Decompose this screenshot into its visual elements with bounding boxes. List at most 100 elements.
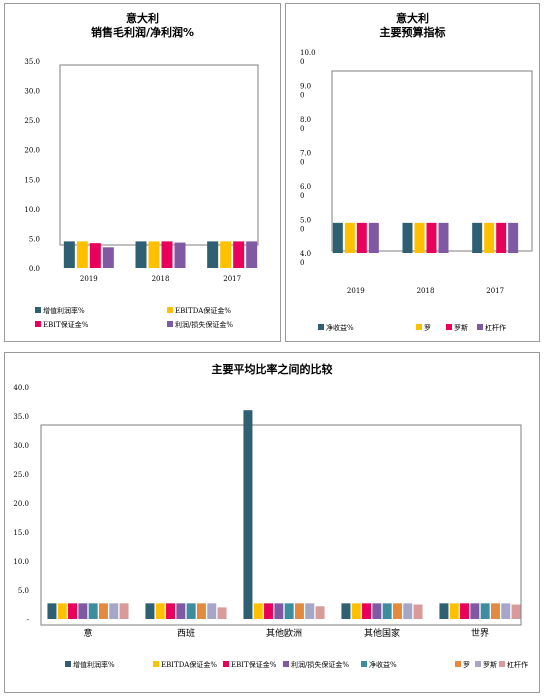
y-tick-label: 5.0 xyxy=(300,217,311,225)
bar xyxy=(414,222,425,253)
bar xyxy=(264,603,274,619)
legend-label: 杠杆作 xyxy=(485,323,506,332)
chart-title-line-2: 主要预算指标 xyxy=(379,26,446,39)
bar xyxy=(439,603,449,619)
bar xyxy=(253,603,263,619)
y-tick-label: 4.0 xyxy=(300,250,311,258)
legend-swatch xyxy=(499,661,505,667)
bar xyxy=(496,222,507,253)
legend-swatch xyxy=(475,661,481,667)
legend-label: 杠杆作 xyxy=(507,660,528,669)
legend-label: EBIT保证金% xyxy=(43,320,89,329)
legend-label: 利润/损失保证金% xyxy=(291,660,349,669)
y-tick-label: 10.0 xyxy=(300,49,316,57)
legend-swatch xyxy=(65,661,71,667)
legend-label: EBITDA保证金% xyxy=(175,306,231,315)
x-tick-label: 世界 xyxy=(471,627,489,639)
y-tick-label: 25.0 xyxy=(24,117,40,125)
legend-label: 净收益% xyxy=(326,323,354,332)
legend-label: EBITDA保证金% xyxy=(161,660,217,669)
bar xyxy=(351,603,361,619)
x-tick-label: 2018 xyxy=(417,287,435,295)
bar xyxy=(76,241,88,268)
plot-area xyxy=(59,64,259,246)
y-tick-label: 0.0 xyxy=(29,265,40,273)
y-tick-label: 30.0 xyxy=(13,442,29,450)
y-tick-label: 15.0 xyxy=(13,529,29,537)
bar xyxy=(501,603,511,619)
legend-label: 增值利润率% xyxy=(43,306,85,315)
comparison-chart-svg: - 5.0 10.0 15.0 20.0 25.0 30.0 35.0 40.0 意 西班 其他欧洲 其… xyxy=(13,384,528,669)
bar xyxy=(63,241,75,268)
legend-swatch xyxy=(35,321,41,327)
bar xyxy=(480,603,490,619)
x-tick-label: 其他欧洲 xyxy=(266,627,302,639)
bar xyxy=(356,222,367,253)
bar xyxy=(220,241,232,268)
legend-swatch xyxy=(153,661,159,667)
bar xyxy=(233,241,245,268)
y-tick-label: - xyxy=(27,616,30,624)
bar xyxy=(490,603,500,619)
y-tick-label: 5.0 xyxy=(29,235,40,243)
bar xyxy=(148,241,160,268)
legend-label: 罗斯 xyxy=(454,323,468,332)
bar xyxy=(274,603,284,619)
bar xyxy=(472,222,483,253)
bar xyxy=(78,603,88,619)
legend-swatch xyxy=(283,661,289,667)
bar xyxy=(243,410,253,619)
legend-swatch xyxy=(223,661,229,667)
chart-panel-budget: 意大利 主要预算指标 4.0 0 5.0 0 6.0 0 7.0 0 8.0 0 9.0 0 10.0 0… xyxy=(285,3,540,342)
y-tick-label: 35.0 xyxy=(13,413,29,421)
x-tick-label: 意 xyxy=(83,627,92,639)
bar xyxy=(57,603,67,619)
bar xyxy=(284,603,294,619)
legend-swatch xyxy=(361,661,367,667)
bar xyxy=(166,603,176,619)
bar xyxy=(217,607,227,619)
bar xyxy=(508,222,519,253)
bar xyxy=(109,603,119,619)
x-tick-label: 2017 xyxy=(223,275,241,283)
legend-swatch xyxy=(416,324,422,330)
legend-label: 增值利润率% xyxy=(73,660,115,669)
bar xyxy=(341,603,351,619)
y-tick-label: 0 xyxy=(300,58,304,66)
bar xyxy=(403,603,413,619)
chart-title-line-1: 意大利 xyxy=(396,12,429,25)
bar xyxy=(426,222,437,253)
bar xyxy=(402,222,413,253)
bar xyxy=(155,603,165,619)
bar xyxy=(449,603,459,619)
legend-swatch xyxy=(477,324,483,330)
bar xyxy=(372,603,382,619)
legend-swatch xyxy=(446,324,452,330)
bar xyxy=(47,603,57,619)
bar xyxy=(135,241,147,268)
bar xyxy=(174,242,186,268)
x-tick-label: 2017 xyxy=(486,287,504,295)
bar xyxy=(470,603,480,619)
chart-title-line-2: 销售毛利润/净利润% xyxy=(90,26,195,39)
legend-label: 罗斯 xyxy=(483,660,497,669)
bar xyxy=(145,603,155,619)
bar xyxy=(102,247,114,268)
bar xyxy=(368,222,379,253)
bar xyxy=(68,603,78,619)
y-tick-label: 15.0 xyxy=(24,176,40,184)
x-tick-label: 西班 xyxy=(177,627,195,639)
legend-swatch xyxy=(455,661,461,667)
y-tick-label: 25.0 xyxy=(13,471,29,479)
y-tick-label: 0 xyxy=(300,92,304,100)
bar xyxy=(315,606,325,619)
bar xyxy=(484,222,495,253)
y-tick-label: 10.0 xyxy=(24,206,40,214)
plot-area xyxy=(40,424,522,626)
y-tick-label: 6.0 xyxy=(300,183,311,191)
bar xyxy=(89,243,101,268)
legend-label: 罗 xyxy=(463,661,470,669)
y-tick-label: 8.0 xyxy=(300,116,311,124)
bar xyxy=(511,604,521,619)
